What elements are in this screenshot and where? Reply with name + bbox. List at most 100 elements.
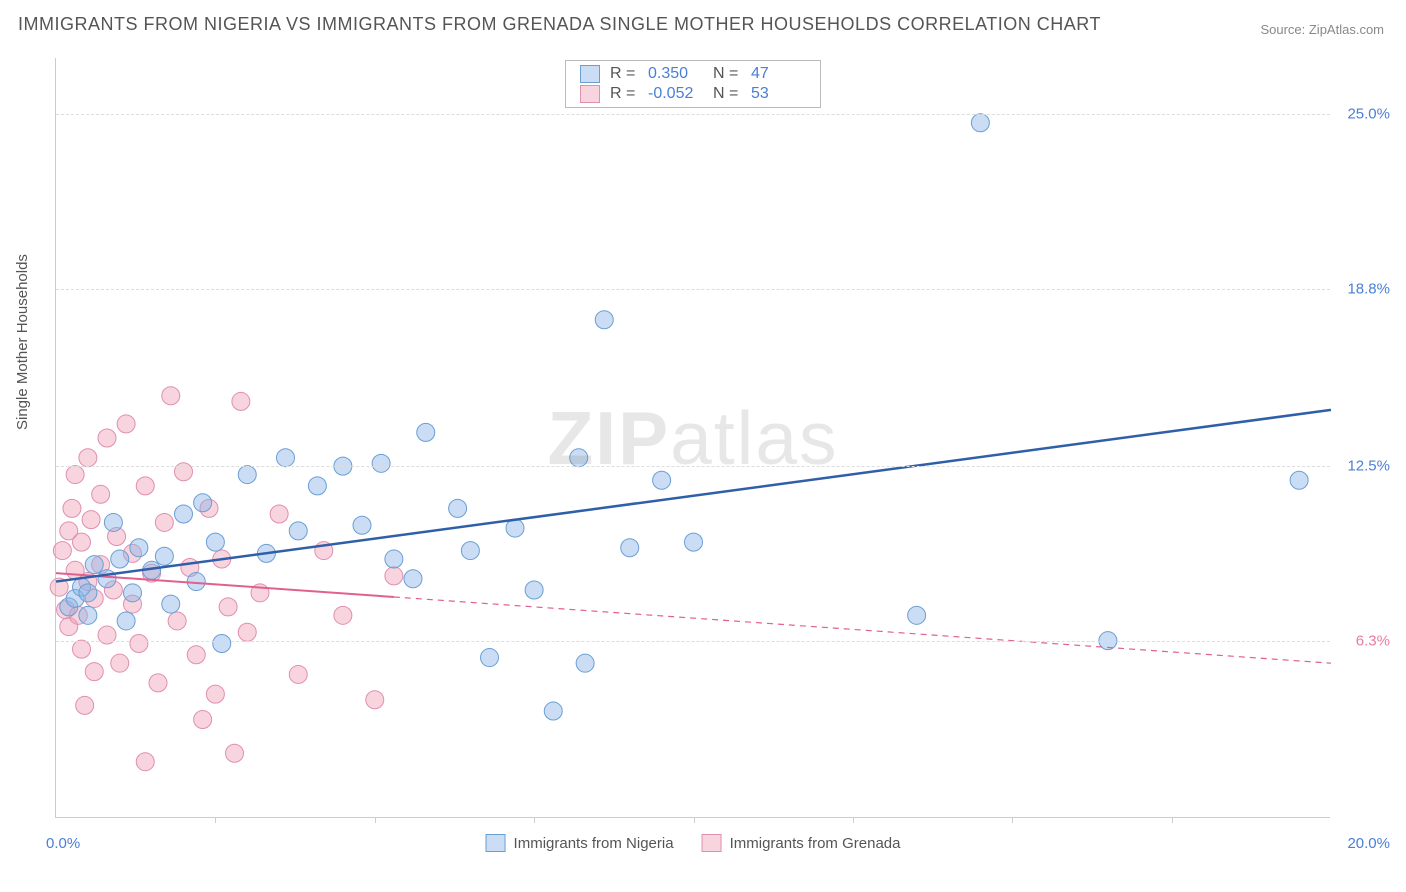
- data-point: [111, 550, 129, 568]
- data-point: [85, 556, 103, 574]
- data-point: [238, 623, 256, 641]
- data-point: [168, 612, 186, 630]
- n-label-1: N =: [713, 65, 741, 83]
- data-point: [85, 663, 103, 681]
- legend-swatch-1: [486, 834, 506, 852]
- stat-row-series-1: R = 0.350 N = 47: [580, 65, 806, 83]
- data-point: [162, 387, 180, 405]
- gridline: [56, 466, 1330, 467]
- data-point: [117, 415, 135, 433]
- swatch-series-2: [580, 85, 600, 103]
- chart-title: IMMIGRANTS FROM NIGERIA VS IMMIGRANTS FR…: [18, 14, 1101, 35]
- data-point: [289, 522, 307, 540]
- swatch-series-1: [580, 65, 600, 83]
- data-point: [63, 499, 81, 517]
- trend-line-dashed: [394, 597, 1331, 663]
- gridline: [56, 641, 1330, 642]
- data-point: [206, 685, 224, 703]
- data-point: [82, 511, 100, 529]
- data-point: [385, 550, 403, 568]
- data-point: [124, 584, 142, 602]
- data-point: [226, 744, 244, 762]
- plot-svg: [56, 58, 1330, 817]
- x-tick-label: 0.0%: [46, 835, 80, 852]
- data-point: [570, 449, 588, 467]
- data-point: [270, 505, 288, 523]
- x-tick: [694, 817, 695, 823]
- x-tick-label: 20.0%: [1347, 835, 1390, 852]
- data-point: [136, 477, 154, 495]
- data-point: [92, 485, 110, 503]
- data-point: [104, 513, 122, 531]
- data-point: [334, 606, 352, 624]
- data-point: [149, 674, 167, 692]
- data-point: [187, 646, 205, 664]
- n-value-1: 47: [751, 65, 806, 83]
- legend-label-1: Immigrants from Nigeria: [514, 835, 674, 852]
- correlation-stat-box: R = 0.350 N = 47 R = -0.052 N = 53: [565, 60, 821, 108]
- n-value-2: 53: [751, 85, 806, 103]
- data-point: [971, 114, 989, 132]
- data-point: [155, 513, 173, 531]
- data-point: [449, 499, 467, 517]
- data-point: [404, 570, 422, 588]
- data-point: [308, 477, 326, 495]
- y-tick-label: 6.3%: [1356, 632, 1390, 649]
- data-point: [162, 595, 180, 613]
- data-point: [73, 533, 91, 551]
- data-point: [187, 573, 205, 591]
- data-point: [595, 311, 613, 329]
- data-point: [130, 539, 148, 557]
- gridline: [56, 289, 1330, 290]
- data-point: [175, 505, 193, 523]
- r-label-1: R =: [610, 65, 638, 83]
- data-point: [53, 542, 71, 560]
- bottom-legend: Immigrants from Nigeria Immigrants from …: [486, 834, 901, 852]
- x-tick: [1172, 817, 1173, 823]
- y-tick-label: 18.8%: [1347, 280, 1390, 297]
- x-tick: [215, 817, 216, 823]
- data-point: [481, 649, 499, 667]
- data-point: [417, 423, 435, 441]
- data-point: [525, 581, 543, 599]
- x-tick: [375, 817, 376, 823]
- data-point: [653, 471, 671, 489]
- data-point: [98, 570, 116, 588]
- data-point: [219, 598, 237, 616]
- chart-area: ZIPatlas R = 0.350 N = 47 R = -0.052 N =…: [55, 58, 1330, 818]
- data-point: [98, 429, 116, 447]
- data-point: [194, 494, 212, 512]
- source-label: Source: ZipAtlas.com: [1260, 22, 1384, 37]
- data-point: [576, 654, 594, 672]
- x-tick: [853, 817, 854, 823]
- data-point: [353, 516, 371, 534]
- trend-line-solid: [56, 410, 1331, 582]
- data-point: [372, 454, 390, 472]
- y-tick-label: 12.5%: [1347, 458, 1390, 475]
- data-point: [76, 696, 94, 714]
- data-point: [544, 702, 562, 720]
- y-axis-label: Single Mother Households: [14, 254, 31, 430]
- data-point: [277, 449, 295, 467]
- data-point: [366, 691, 384, 709]
- data-point: [206, 533, 224, 551]
- data-point: [232, 392, 250, 410]
- stat-row-series-2: R = -0.052 N = 53: [580, 85, 806, 103]
- data-point: [461, 542, 479, 560]
- x-tick: [1012, 817, 1013, 823]
- data-point: [111, 654, 129, 672]
- legend-item-1: Immigrants from Nigeria: [486, 834, 674, 852]
- gridline: [56, 114, 1330, 115]
- data-point: [130, 634, 148, 652]
- r-value-2: -0.052: [648, 85, 703, 103]
- data-point: [66, 466, 84, 484]
- legend-label-2: Immigrants from Grenada: [730, 835, 901, 852]
- data-point: [79, 584, 97, 602]
- data-point: [908, 606, 926, 624]
- data-point: [289, 665, 307, 683]
- legend-swatch-2: [702, 834, 722, 852]
- data-point: [685, 533, 703, 551]
- r-value-1: 0.350: [648, 65, 703, 83]
- data-point: [79, 449, 97, 467]
- data-point: [238, 466, 256, 484]
